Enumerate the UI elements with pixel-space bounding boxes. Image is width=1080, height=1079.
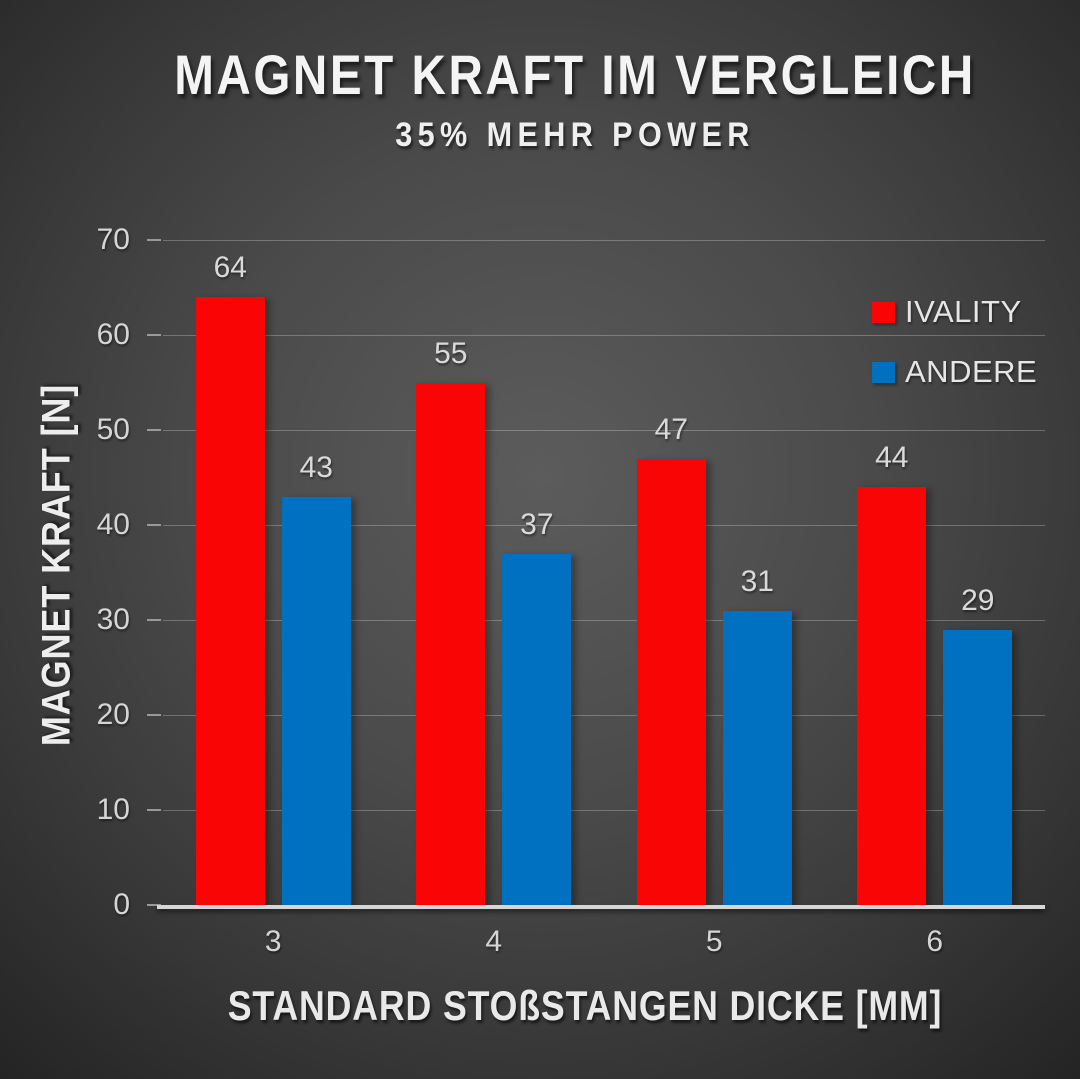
y-axis-tick (147, 619, 161, 621)
bar-value-label: 31 (740, 564, 774, 598)
y-axis-tick (147, 429, 161, 431)
gridline (163, 714, 1045, 716)
y-axis-tick (147, 239, 161, 241)
legend-label: ANDERE (905, 354, 1038, 389)
y-axis-tick (147, 334, 161, 336)
x-axis-title: STANDARD STOßSTANGEN DICKE [MM] (227, 982, 943, 1029)
legend-entry-andere: ANDERE (872, 354, 1037, 390)
gridline (163, 809, 1045, 811)
y-tick-label: 70 (96, 223, 130, 256)
y-tick-label: 30 (96, 603, 130, 636)
bar-ivality-4 (416, 382, 486, 905)
bar-andere-3 (281, 496, 351, 905)
x-category-label: 6 (926, 925, 944, 958)
bar-value-label: 44 (875, 441, 909, 474)
x-category-label: 4 (485, 925, 503, 958)
y-tick-label: 20 (96, 698, 130, 731)
y-tick-label: 60 (96, 318, 130, 351)
legend-swatch-icon (872, 361, 895, 383)
bar-value-label: 64 (213, 251, 247, 284)
x-category-label: 3 (264, 925, 282, 958)
bar-andere-4 (502, 553, 572, 905)
gridline (163, 619, 1045, 621)
bar-ivality-3 (195, 297, 265, 905)
y-axis-tick (147, 524, 161, 526)
bar-value-label: 37 (520, 507, 554, 541)
gridline (163, 429, 1045, 431)
legend-label: IVALITY (905, 294, 1022, 329)
bar-andere-6 (943, 629, 1013, 905)
bar-andere-5 (722, 610, 792, 905)
y-tick-label: 0 (113, 888, 130, 921)
legend-entry-ivality: IVALITY (872, 294, 1022, 330)
legend-swatch-icon (872, 301, 895, 323)
bar-value-label: 55 (434, 336, 468, 370)
bar-value-label: 43 (299, 450, 333, 484)
x-axis-line (157, 905, 1045, 909)
y-tick-label: 50 (96, 413, 130, 446)
bar-value-label: 29 (961, 583, 995, 617)
chart-title: MAGNET KRAFT IM VERGLEICH (174, 43, 976, 106)
gridline (163, 524, 1045, 526)
y-tick-label: 10 (96, 793, 130, 826)
chart-subtitle: 35% MEHR POWER (395, 116, 755, 154)
bar-value-label: 47 (654, 412, 688, 446)
bar-ivality-5 (636, 458, 706, 905)
y-axis-tick (147, 714, 161, 716)
gridline (163, 334, 1045, 336)
y-axis-tick (147, 904, 161, 906)
y-axis-tick (147, 809, 161, 811)
bar-ivality-6 (857, 487, 927, 905)
y-tick-label: 40 (96, 508, 130, 541)
gridline (163, 239, 1045, 241)
x-category-label: 5 (705, 925, 723, 958)
